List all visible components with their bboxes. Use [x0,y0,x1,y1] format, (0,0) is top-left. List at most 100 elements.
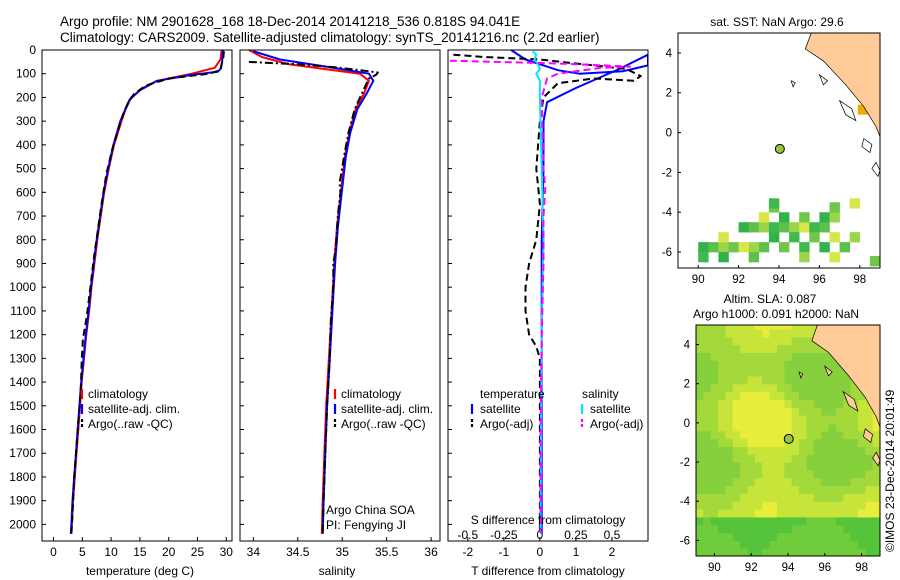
sla-cell [725,383,734,393]
sla-cell [776,391,785,400]
sla-cell [710,375,719,385]
sla-cell [769,328,778,338]
map-y-tick-label: -2 [680,457,690,469]
sla-cell [776,524,785,534]
sla-cell [762,540,771,549]
sst-cell [799,222,810,233]
difference-xlabel: T difference from climatology [471,564,625,578]
x-tick-label: 1 [573,545,580,559]
sla-cell [718,383,727,393]
sla-cell [821,375,830,385]
sla-cell [835,375,844,385]
sst-cell [829,212,840,223]
float-operator: Argo China SOA [326,503,415,517]
difference-top-label: S difference from climatology [471,513,626,527]
sla-cell [806,516,815,526]
sla-cell [696,375,704,385]
sla-cell [872,422,880,432]
sla-cell [865,469,874,479]
sla-cell [850,509,859,518]
sla-cell [835,548,844,556]
sla-cell [725,407,734,416]
sla-cell [732,325,741,330]
sst-cell [809,222,820,233]
sst-cell [819,242,830,253]
sla-cell [843,501,852,510]
y-tick-label: 1500 [9,399,36,413]
sla-cell [762,415,771,424]
sla-cell [784,548,793,556]
sla-cell [732,540,741,549]
sla-cell [843,524,852,534]
sla-cell [784,493,793,502]
sla-cell [821,391,830,400]
sla-cell [754,325,763,330]
sla-cell [696,501,704,510]
sla-cell [813,422,822,432]
sla-cell [828,501,837,510]
sla-cell [799,493,807,502]
x-top-tick-label: -0.5 [457,528,478,542]
sla-cell [762,516,771,526]
legend-label: Argo(-adj) [590,417,643,431]
sla-cell [703,383,712,393]
sla-cell [740,532,749,541]
sla-cell [762,422,771,432]
sla-cell [732,391,741,400]
sla-cell [696,328,704,338]
sla-cell [791,383,800,393]
sla-cell [710,485,719,494]
sla-cell [865,548,874,556]
sla-cell [843,509,852,518]
sla-cell [806,438,815,447]
sla-cell [718,328,727,338]
sla-cell [813,493,822,502]
sla-cell [828,438,837,447]
sla-cell [828,399,837,408]
temperature-xlabel: temperature (deg C) [86,564,194,578]
sla-cell [799,422,807,432]
sla-cell [835,415,844,424]
sla-cell [769,462,778,471]
sla-cell [857,477,866,487]
sla-cell [740,524,749,534]
sla-cell [813,344,822,354]
sla-cell [865,438,874,447]
sla-cell [732,360,741,369]
sla-cell [813,516,822,526]
sla-cell [799,430,807,440]
sla-cell [799,516,807,526]
sla-cell [821,360,830,369]
sla-cell [835,485,844,494]
sla-cell [813,524,822,534]
map-x-tick-label: 96 [813,274,826,286]
sla-cell [835,540,844,549]
sla-cell [710,344,719,354]
sla-cell [703,407,712,416]
sla-cell [828,430,837,440]
sst-cell [829,202,840,213]
sla-cell [850,407,859,416]
sla-cell [806,344,815,354]
sst-map-title: sat. SST: NaN Argo: 29.6 [710,15,844,29]
sla-cell [718,336,727,346]
sla-cell [776,548,785,556]
land-island [798,371,804,379]
sla-cell [821,469,830,479]
sla-cell [857,407,866,416]
sla-cell [776,516,785,526]
sla-cell [857,532,866,541]
legend-label: Argo(..raw -QC) [341,417,426,431]
sla-cell [747,325,756,330]
sla-cell [843,485,852,494]
sla-cell [813,352,822,361]
sst-cell [768,198,780,209]
sst-cell [698,252,709,263]
sla-cell [843,540,852,549]
sla-cell [791,422,800,432]
difference-panel: -2 -1 0 1 2-0.5 -0.25 0 0.25 0.5temperaturesatel… [447,49,649,559]
series-line [510,50,648,534]
sla-cell [784,422,793,432]
sla-cell [843,407,852,416]
sla-cell [776,407,785,416]
